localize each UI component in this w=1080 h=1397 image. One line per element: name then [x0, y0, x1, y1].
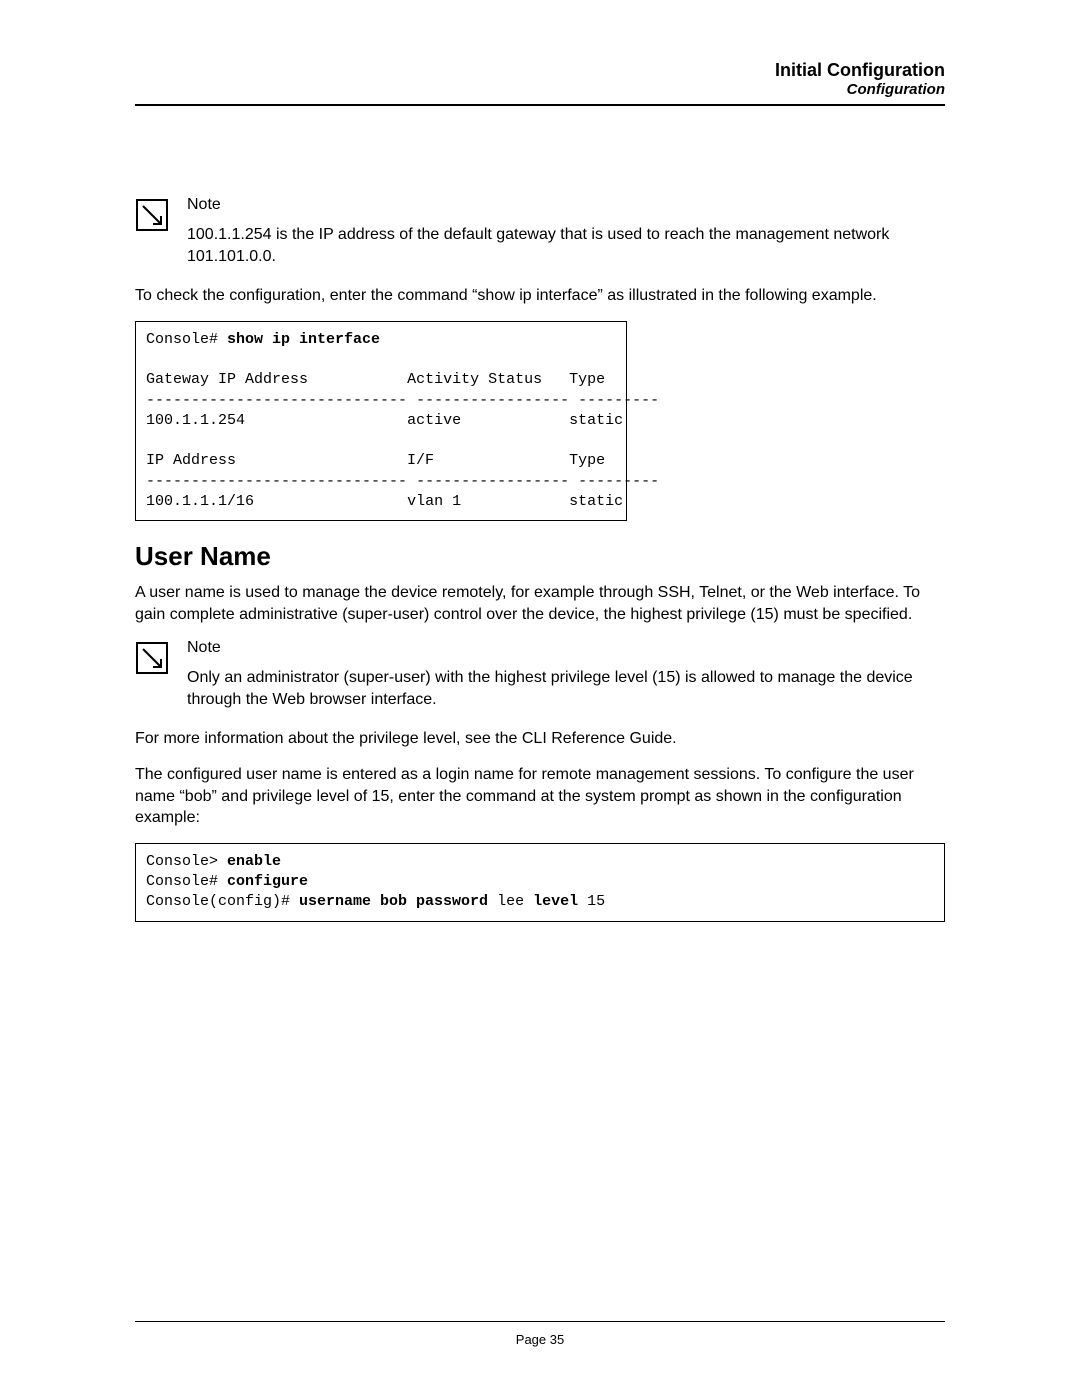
note-block-gateway: Note 100.1.1.254 is the IP address of th…: [135, 196, 945, 267]
cell: 100.1.1.254: [146, 412, 245, 429]
col-sep: ---------: [578, 392, 659, 409]
col-header: Activity Status: [407, 371, 542, 388]
cli-prompt: Console#: [146, 331, 227, 348]
col-header: Type: [569, 371, 605, 388]
page-content: Note 100.1.1.254 is the IP address of th…: [135, 106, 945, 922]
cell: static: [569, 412, 623, 429]
para-config-example: The configured user name is entered as a…: [135, 764, 945, 829]
col-header: IP Address: [146, 452, 236, 469]
page-footer: Page 35: [135, 1321, 945, 1347]
page-number: Page 35: [135, 1332, 945, 1347]
note-icon: [135, 198, 169, 237]
cli-output-username: Console> enable Console# configure Conso…: [135, 843, 945, 922]
note-label: Note: [187, 196, 945, 214]
col-sep: -----------------------------: [146, 392, 407, 409]
para-privilege-info: For more information about the privilege…: [135, 728, 945, 750]
para-check-config: To check the configuration, enter the co…: [135, 285, 945, 307]
cli-keyword: username bob password: [299, 893, 488, 910]
col-header: Type: [569, 452, 605, 469]
col-header: Gateway IP Address: [146, 371, 308, 388]
para-username-desc: A user name is used to manage the device…: [135, 582, 945, 625]
col-sep: ---------: [578, 473, 659, 490]
cli-prompt: Console#: [146, 873, 227, 890]
cli-arg: 15: [578, 893, 605, 910]
header-title: Initial Configuration: [135, 60, 945, 81]
note-block-admin: Note Only an administrator (super-user) …: [135, 639, 945, 710]
col-header: I/F: [407, 452, 434, 469]
note-label: Note: [187, 639, 945, 657]
header-subtitle: Configuration: [135, 81, 945, 98]
cli-command: show ip interface: [227, 331, 380, 348]
cli-prompt: Console(config)#: [146, 893, 299, 910]
note-icon: [135, 641, 169, 680]
cli-keyword: level: [533, 893, 578, 910]
section-heading-username: User Name: [135, 541, 945, 572]
cli-command: configure: [227, 873, 308, 890]
cli-arg: lee: [488, 893, 533, 910]
cell: static: [569, 493, 623, 510]
page-header: Initial Configuration Configuration: [135, 60, 945, 98]
cli-command: enable: [227, 853, 281, 870]
col-sep: -----------------: [416, 392, 569, 409]
cell: active: [407, 412, 461, 429]
col-sep: -----------------------------: [146, 473, 407, 490]
note-text: Only an administrator (super-user) with …: [187, 667, 945, 710]
footer-rule: [135, 1321, 945, 1322]
col-sep: -----------------: [416, 473, 569, 490]
cli-prompt: Console>: [146, 853, 227, 870]
cli-output-ip-interface: Console# show ip interface Gateway IP Ad…: [135, 321, 627, 521]
note-text: 100.1.1.254 is the IP address of the def…: [187, 224, 945, 267]
cell: 100.1.1.1/16: [146, 493, 254, 510]
cell: vlan 1: [407, 493, 461, 510]
